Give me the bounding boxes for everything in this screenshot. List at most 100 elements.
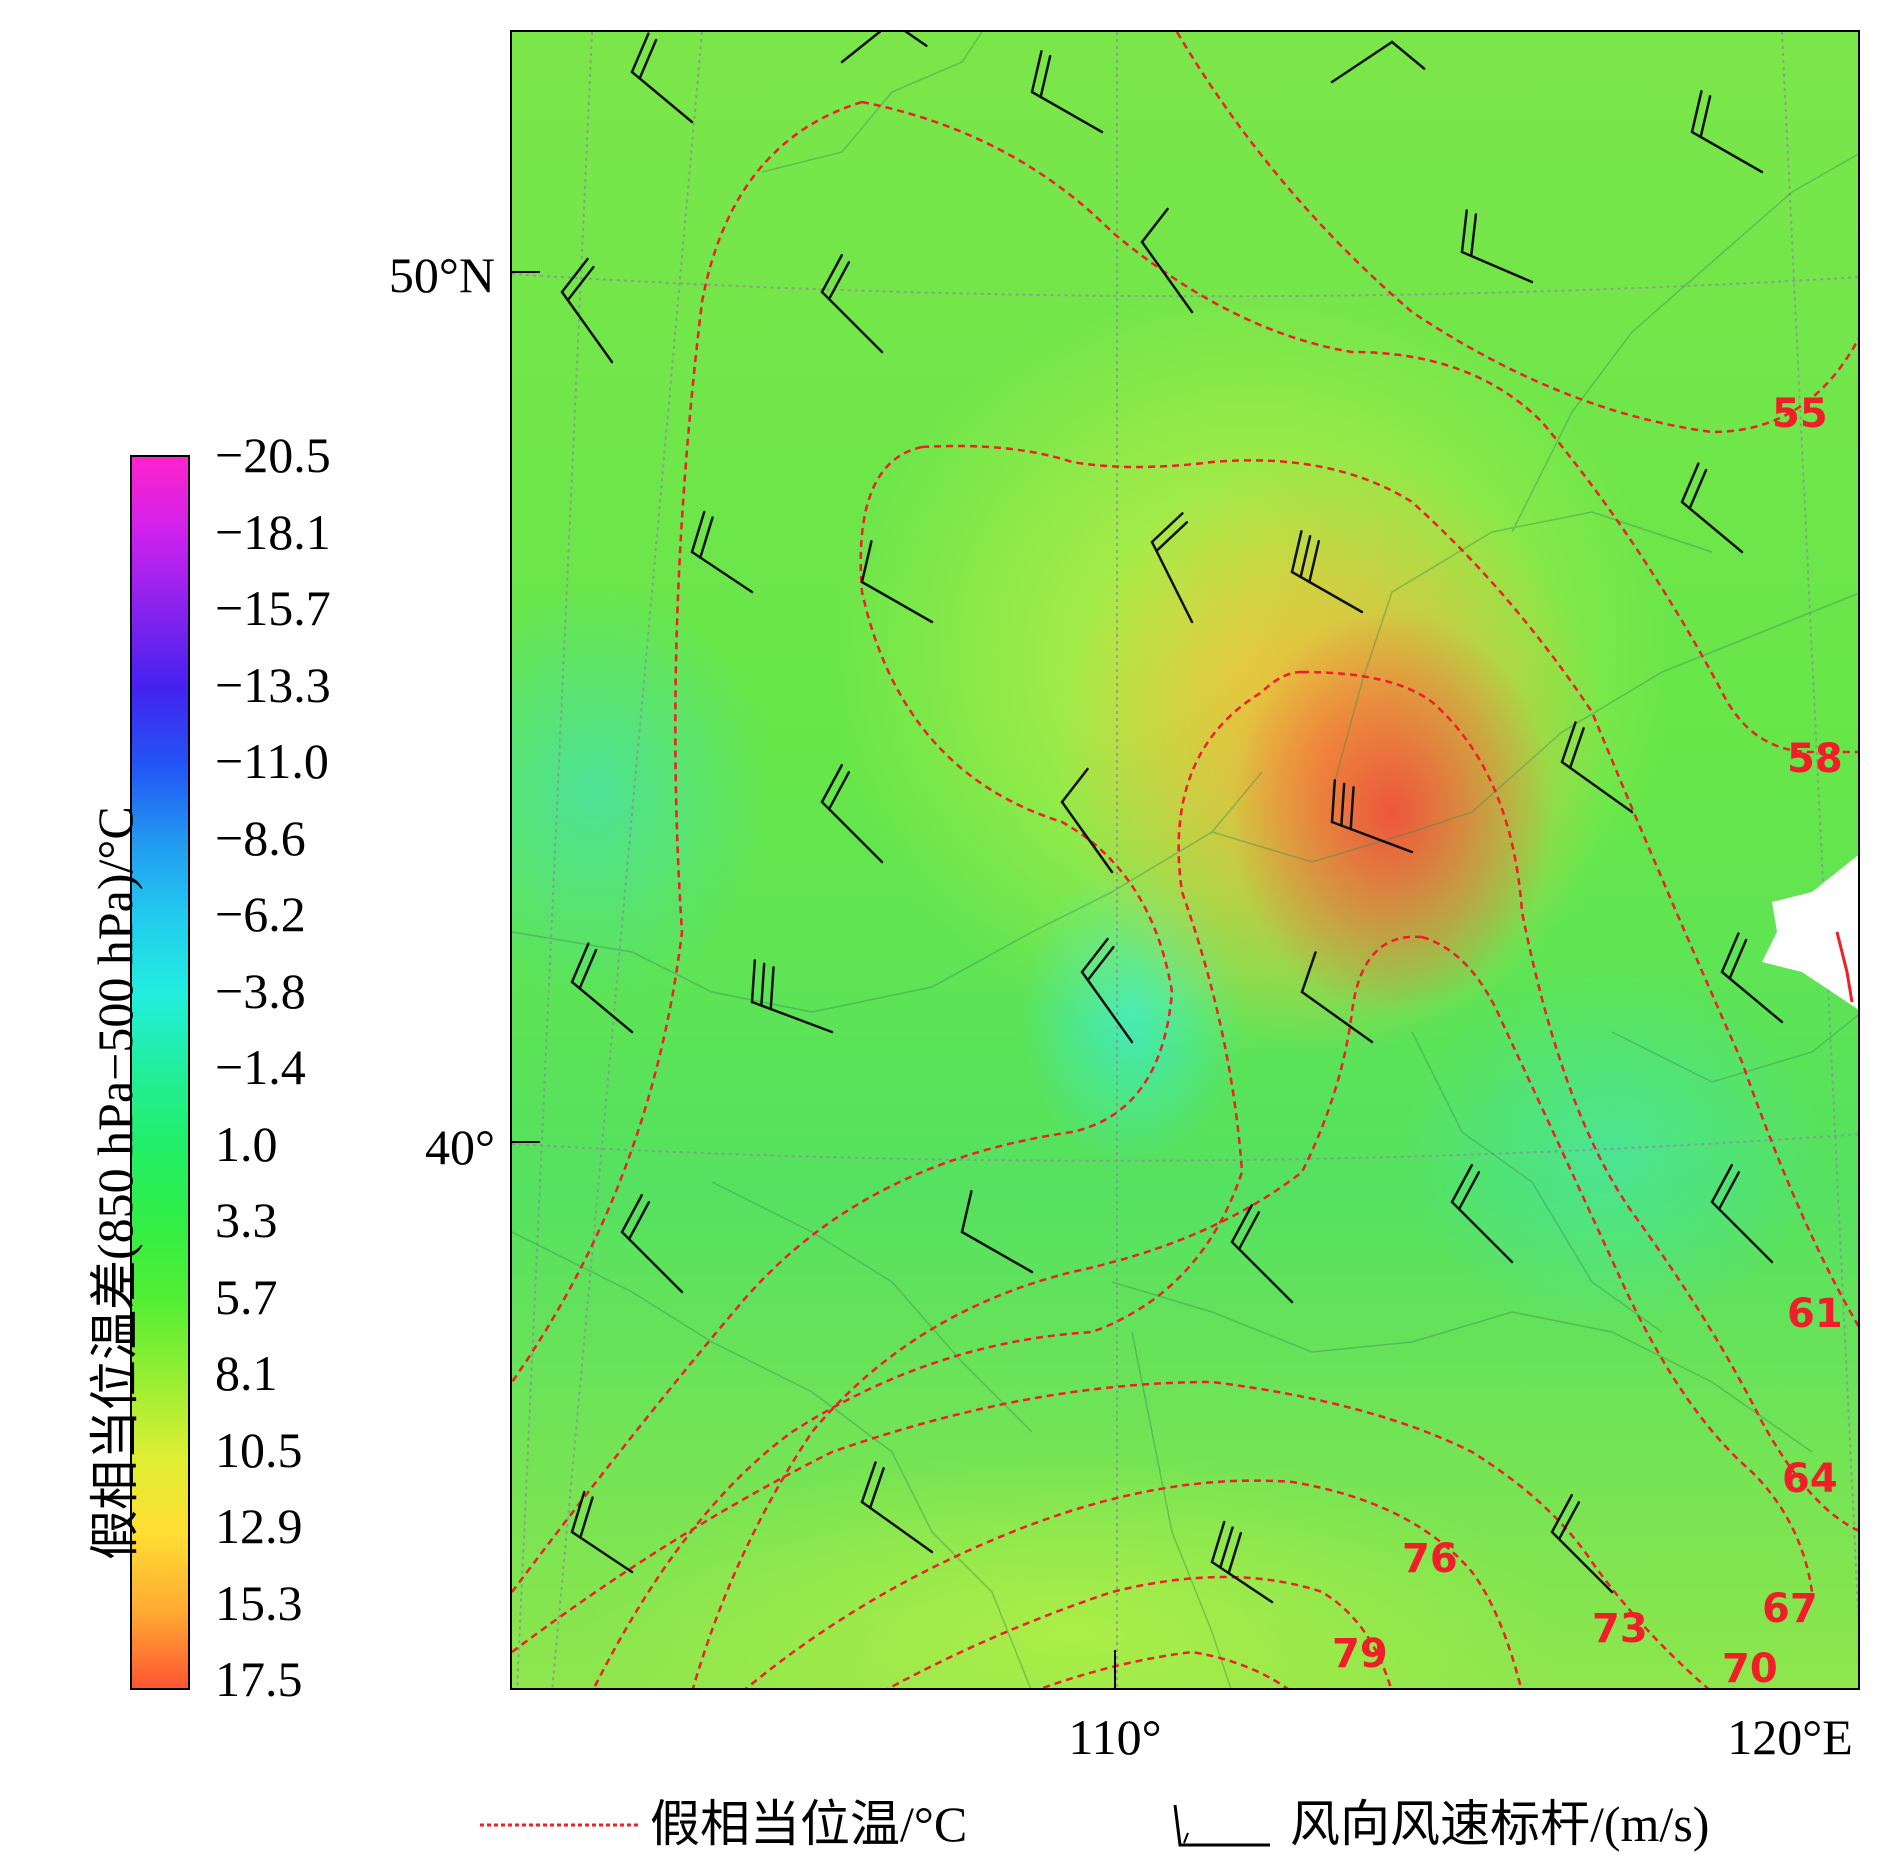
map-panel: 55 58 61 64 67 70 73 76 79 — [510, 30, 1860, 1690]
wind-barb-feather — [860, 540, 873, 584]
colorbar-tick-label: 15.3 — [215, 1574, 303, 1631]
wind-barb-feather — [1690, 90, 1703, 134]
wind-barb-feather — [1210, 1520, 1226, 1564]
legend-contour-swatch — [480, 1823, 640, 1827]
wind-barb-feather — [1450, 1163, 1474, 1204]
contour-labels: 55 58 61 64 67 70 73 76 79 — [1332, 391, 1843, 1688]
wind-barb-feather — [750, 959, 757, 1004]
wind-barb-shaft — [1330, 40, 1394, 84]
contour-label-58: 58 — [1787, 736, 1843, 782]
wind-barb-feather — [1300, 951, 1317, 994]
wind-barb-feather — [570, 942, 590, 984]
colorbar-tick-label: 5.7 — [215, 1268, 278, 1325]
wind-barb-feather — [1080, 937, 1109, 974]
wind-barb-feather — [1030, 50, 1043, 94]
wind-barb-feather — [570, 1490, 586, 1534]
wind-barb-feather — [1720, 932, 1740, 974]
wind-barb-shaft — [690, 550, 754, 594]
legend-barb-swatch — [1173, 1804, 1270, 1847]
wind-barb-shaft — [960, 1230, 1034, 1274]
wind-barb-shaft — [1560, 760, 1634, 814]
wind-barb-shaft — [1030, 90, 1104, 134]
wind-barb-shaft — [1230, 1240, 1294, 1304]
wind-barb-feather — [1086, 945, 1115, 982]
wind-barb-shaft — [1140, 240, 1194, 314]
wind-barb-feather — [904, 32, 928, 47]
wind-barb-feather — [1155, 521, 1189, 553]
legend-barb-label: 风向风速标杆/(m/s) — [1290, 1796, 1710, 1852]
contour-67 — [691, 935, 1423, 1688]
wind-barb-shaft — [860, 1500, 934, 1554]
wind-barb-shaft — [840, 32, 882, 64]
wind-barb-feather — [868, 1467, 885, 1510]
contour-58 — [861, 100, 1858, 754]
wind-barb-feather — [1140, 207, 1169, 244]
wind-barb-feather — [820, 763, 844, 804]
wind-barb-feather — [1717, 1171, 1741, 1211]
wind-barb-feather — [579, 1496, 594, 1539]
wind-barb-shaft — [750, 1000, 834, 1034]
gridline-lon-west2 — [551, 32, 703, 1688]
wind-barb-feather — [827, 261, 851, 301]
contour-label-79: 79 — [1332, 1631, 1388, 1677]
wind-barb-feather — [1299, 535, 1312, 579]
wind-barb-feather — [769, 966, 775, 1011]
colorbar-tick-label: 1.0 — [215, 1115, 278, 1172]
wind-barb-shaft — [1290, 570, 1364, 614]
contour-lines — [512, 32, 1858, 1688]
contour-61b — [921, 444, 1858, 1328]
longitude-label-120e: 120°E — [1727, 1709, 1853, 1765]
wind-barb-feather — [1230, 1203, 1254, 1244]
wind-barb-feather — [1728, 938, 1748, 980]
wind-barb-feather — [860, 1461, 877, 1504]
wind-barb-feather — [1568, 727, 1585, 770]
wind-barb-shaft — [1080, 970, 1134, 1044]
contour-61 — [512, 445, 1174, 1593]
wind-barb-feather — [1390, 40, 1426, 70]
wind-barb-feather — [627, 1201, 651, 1241]
contour-label-64: 64 — [1782, 1456, 1838, 1502]
colorbar-tick-label: −20.5 — [215, 427, 331, 483]
wind-barb-feather — [1460, 209, 1468, 254]
contour-label-55: 55 — [1772, 391, 1828, 437]
contour-outer-west — [512, 100, 863, 1383]
wind-barb-feather — [1340, 782, 1346, 827]
wind-barb-feather — [1680, 462, 1700, 504]
colorbar-tick-label: 3.3 — [215, 1192, 278, 1248]
wind-barb-feather — [690, 510, 706, 554]
legend-contour-label: 假相当位温/°C — [650, 1796, 968, 1852]
contour-67b — [1421, 935, 1814, 1593]
wind-barb-feather — [1150, 512, 1184, 544]
wind-barb-shaft — [1060, 800, 1114, 874]
graticule — [512, 32, 1858, 1688]
contour-76 — [886, 1575, 1393, 1688]
wind-barb-shaft — [1710, 1200, 1774, 1264]
wind-barb-feather — [566, 265, 595, 302]
wind-barb-shaft — [1690, 130, 1764, 174]
wind-barb-shaft — [1550, 1530, 1614, 1594]
colorbar-tick-label: −6.2 — [215, 886, 306, 942]
wind-barb-feather — [1219, 1526, 1234, 1569]
colorbar-tick-label: −3.8 — [215, 962, 306, 1019]
wind-barb-feather — [638, 38, 658, 80]
contour-64 — [592, 670, 1303, 1688]
wind-barb-shaft — [570, 980, 634, 1034]
boundaries — [512, 32, 1858, 1688]
wind-barb-feather — [1060, 767, 1089, 804]
wind-barb-feather — [1688, 468, 1708, 510]
wind-barb-shaft — [570, 1530, 634, 1574]
theta-e-difference-shading — [512, 32, 1858, 1688]
latitude-label-40: 40° — [425, 1119, 495, 1175]
wind-barb-shaft — [560, 290, 614, 364]
wind-barb-feather — [760, 962, 766, 1007]
wind-barb-feather — [1330, 779, 1337, 824]
wind-barb-shaft — [620, 1230, 684, 1294]
wind-barb-feather — [1557, 1501, 1581, 1541]
contour-label-73: 73 — [1592, 1606, 1648, 1652]
colorbar-tick-label: −1.4 — [215, 1039, 306, 1095]
wind-barb-shaft — [1450, 1200, 1514, 1264]
colorbar-tick-label: −13.3 — [215, 656, 331, 713]
wind-barb-feather — [827, 771, 851, 811]
wind-barb-feather — [1550, 1493, 1574, 1534]
wind-barb-feather — [960, 1190, 973, 1234]
